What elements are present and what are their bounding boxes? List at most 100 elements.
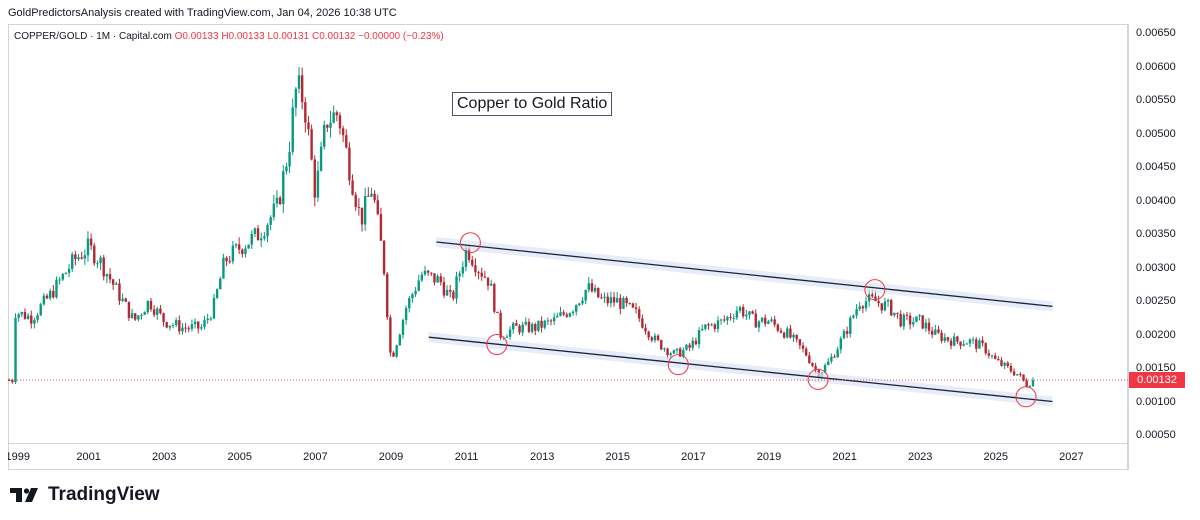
time-tick-label: 2015 (605, 451, 631, 463)
candle-body (149, 300, 153, 310)
candle-body (962, 344, 965, 346)
candle-body (984, 343, 987, 354)
candle-body (751, 311, 754, 314)
candle-body (978, 340, 981, 349)
candles-group (8, 67, 1053, 408)
candle-body (581, 300, 584, 304)
candle-body (127, 301, 131, 319)
candle-body (965, 343, 969, 345)
candle-body (902, 314, 906, 327)
candle-body (310, 129, 313, 160)
candle-body (130, 313, 134, 319)
candle-body (209, 318, 213, 320)
candle-body (36, 315, 39, 320)
candle-body (552, 317, 556, 322)
candle-body (656, 335, 660, 341)
candle-body (625, 297, 628, 304)
candle-body (187, 328, 190, 330)
candle-body (442, 282, 446, 296)
candle-body (559, 312, 562, 316)
candle-body (669, 353, 672, 355)
candle-body (42, 295, 46, 305)
candle-body (1016, 374, 1019, 376)
candle-body (716, 320, 720, 329)
candle-body (782, 332, 786, 338)
candle-body (1003, 362, 1006, 366)
candle-body (17, 314, 20, 318)
candle-body (697, 330, 701, 345)
price-tick-label: 0.00450 (1136, 161, 1176, 173)
time-tick-label: 2011 (454, 451, 479, 463)
candle-body (540, 320, 543, 328)
candle-body (156, 308, 159, 315)
chart-frame[interactable] (8, 24, 1128, 470)
candle-body (367, 195, 370, 197)
candle-body (1019, 374, 1022, 376)
candle-body (949, 340, 953, 346)
candle-body (212, 297, 216, 319)
candle-body (745, 314, 748, 317)
candle-body (612, 297, 616, 303)
candle-body (767, 321, 770, 324)
candle-body (527, 321, 531, 332)
candle-body (392, 352, 395, 357)
candle-body (260, 238, 263, 241)
candle-body (861, 306, 865, 309)
candle-body (146, 300, 150, 313)
time-tick-label: 2009 (378, 451, 404, 463)
candle-body (842, 331, 846, 339)
candle-body (483, 276, 487, 278)
candle-body (921, 315, 924, 329)
candle-body (934, 329, 937, 335)
candle-body (420, 274, 424, 281)
chart-title[interactable]: Copper to Gold Ratio (452, 92, 613, 116)
candle-body (694, 340, 698, 345)
candle-body (234, 244, 238, 246)
candle-body (502, 337, 505, 339)
candle-body (20, 311, 24, 315)
candle-body (804, 348, 808, 356)
candle-body (14, 317, 17, 383)
candle-body (940, 332, 943, 341)
candle-body (1025, 380, 1028, 387)
candle-body (111, 279, 115, 285)
candle-body (1022, 374, 1025, 381)
candle-body (108, 274, 112, 280)
candle-body (606, 296, 609, 304)
candle-body (452, 291, 455, 299)
candle-body (83, 255, 87, 259)
time-tick-label: 2021 (832, 451, 857, 463)
tradingview-logo[interactable]: TradingView (10, 484, 160, 506)
candle-body (231, 245, 235, 262)
candle-body (597, 287, 600, 298)
candle-body (603, 296, 606, 298)
price-axis-line (1128, 24, 1129, 470)
candle-body (200, 327, 203, 329)
time-tick-label: 2017 (681, 451, 706, 463)
candle-body (779, 330, 783, 333)
candle-body (953, 336, 956, 346)
candle-body (458, 273, 461, 277)
candle-body (786, 328, 789, 338)
candle-body (291, 107, 294, 152)
candle-body (159, 308, 162, 314)
candle-body (512, 323, 515, 330)
pivot-marker (459, 232, 481, 254)
candle-body (735, 310, 739, 318)
candle-body (918, 315, 921, 317)
candle-body (518, 325, 521, 333)
candle-body (798, 339, 802, 346)
candle-body (8, 380, 11, 382)
candle-body (282, 171, 285, 205)
candle-body (590, 283, 594, 292)
time-tick-label: 2007 (303, 451, 328, 463)
candle-body (162, 313, 165, 323)
candle-body (732, 317, 735, 319)
candle-body (253, 228, 257, 234)
candle-body (171, 325, 175, 327)
candle-body (237, 244, 241, 250)
candle-body (631, 303, 635, 308)
candle-body (165, 322, 168, 328)
candle-body (379, 214, 383, 241)
